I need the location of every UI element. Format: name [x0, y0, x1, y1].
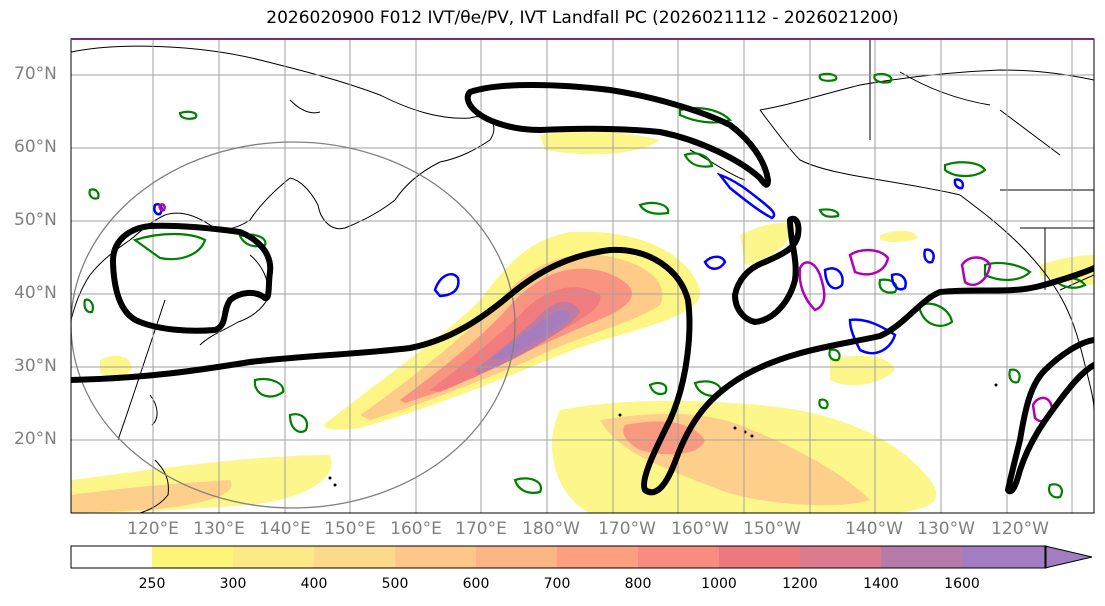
lon-label: 130°W: [917, 519, 975, 539]
lon-label: 180°W: [522, 519, 580, 539]
colorbar-segment: [476, 546, 558, 568]
colorbar-tick-label: 1400: [863, 576, 899, 592]
colorbar-segment: [314, 546, 396, 568]
colorbar-segment: [719, 546, 801, 568]
theta-e-contours: [83, 72, 1087, 499]
gridlines: [71, 39, 1094, 513]
colorbar: [70, 545, 1093, 569]
lat-label: 60°N: [14, 137, 57, 157]
colorbar-segment: [881, 546, 963, 568]
colorbar-segment: [395, 546, 477, 568]
lon-label: 120°W: [991, 519, 1049, 539]
lat-label: 70°N: [14, 64, 57, 84]
lon-label: 130°E: [193, 519, 245, 539]
pv-blue-contours: [153, 172, 965, 355]
colorbar-tick-label: 400: [300, 576, 328, 592]
colorbar-tick-label: 1600: [944, 576, 980, 592]
colorbar-segment: [638, 546, 720, 568]
ivt-shading: [71, 130, 1094, 513]
colorbar-outline: [70, 545, 1047, 569]
lon-label: 170°E: [455, 519, 507, 539]
range-circle: [71, 141, 516, 509]
colorbar-tick-label: 500: [381, 576, 409, 592]
lat-label: 20°N: [14, 429, 57, 449]
colorbar-segment: [71, 546, 153, 568]
colorbar-tick-label: 1000: [701, 576, 737, 592]
colorbar-tick-label: 600: [462, 576, 490, 592]
colorbar-tick-label: 250: [138, 576, 166, 592]
colorbar-extend-arrow: [1044, 545, 1093, 569]
pv-magenta-contours: [158, 203, 1054, 423]
colorbar-tick-label: 700: [543, 576, 571, 592]
lon-label: 140°E: [259, 519, 311, 539]
colorbar-tick-label: 300: [219, 576, 247, 592]
lon-label: 160°W: [671, 519, 729, 539]
lat-label: 40°N: [14, 283, 57, 303]
lon-label: 120°E: [127, 519, 179, 539]
lon-label: 150°W: [743, 519, 801, 539]
colorbar-tick-label: 800: [624, 576, 652, 592]
landfall-pc-contours: [71, 82, 1094, 496]
lon-label: 140°W: [845, 519, 903, 539]
lat-label: 30°N: [14, 356, 57, 376]
lon-label: 170°W: [598, 519, 656, 539]
islands: [328, 383, 998, 487]
colorbar-segment: [557, 546, 639, 568]
colorbar-segment: [152, 546, 234, 568]
colorbar-tick-label: 1200: [782, 576, 818, 592]
colorbar-segment: [962, 546, 1046, 568]
lat-label: 50°N: [14, 210, 57, 230]
colorbar-segment: [800, 546, 882, 568]
map-title: 2026020900 F012 IVT/θe/PV, IVT Landfall …: [266, 8, 899, 28]
lon-label: 160°E: [390, 519, 442, 539]
colorbar-segment: [233, 546, 315, 568]
lon-label: 150°E: [324, 519, 376, 539]
